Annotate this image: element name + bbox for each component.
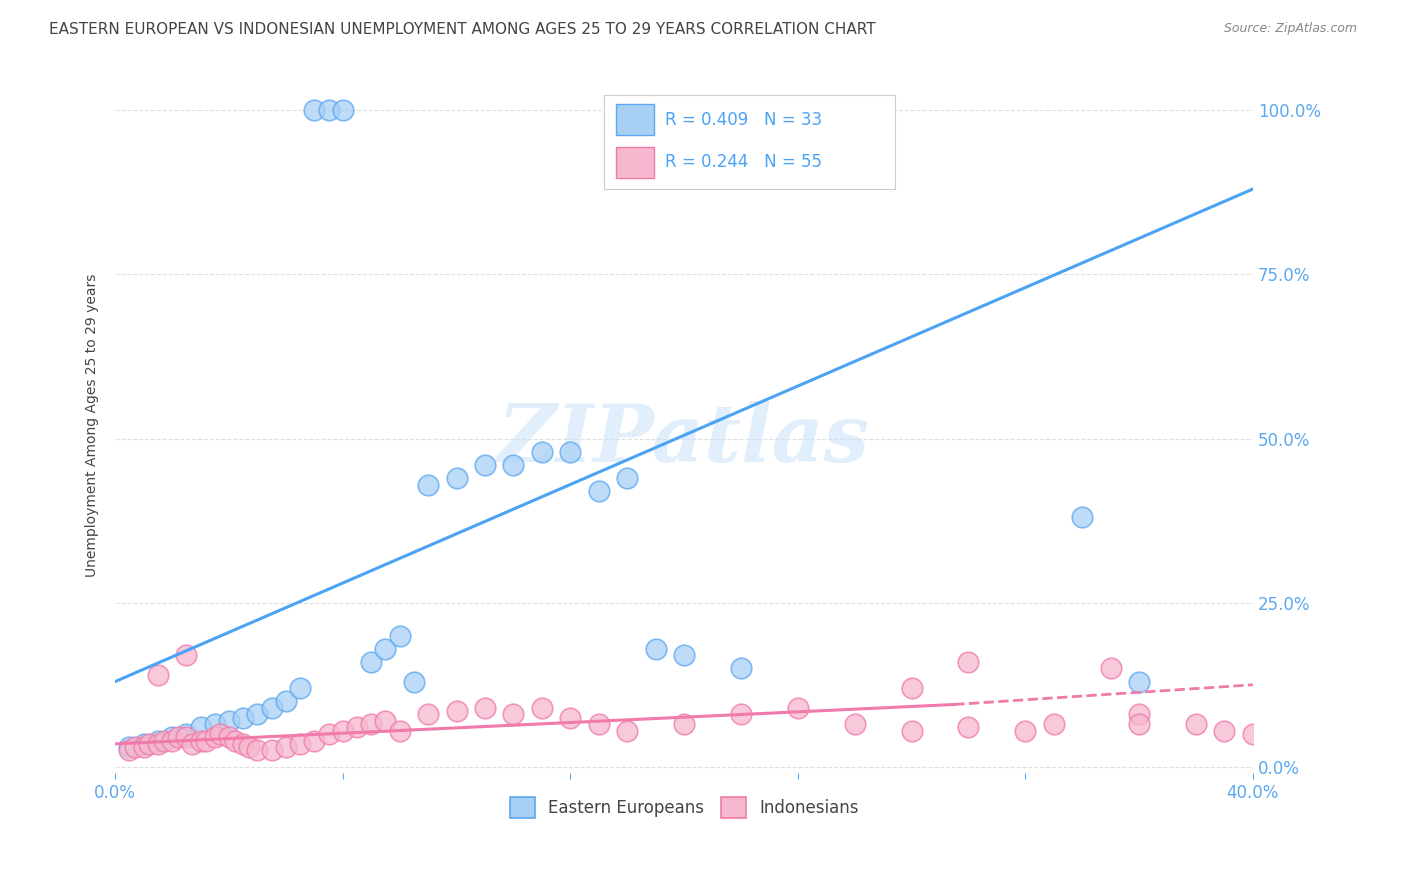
- Point: [146, 737, 169, 751]
- Point: [260, 700, 283, 714]
- Point: [900, 681, 922, 695]
- Point: [288, 737, 311, 751]
- Point: [560, 711, 582, 725]
- Point: [209, 727, 232, 741]
- Point: [238, 740, 260, 755]
- Point: [446, 704, 468, 718]
- Point: [1128, 717, 1150, 731]
- Y-axis label: Unemployment Among Ages 25 to 29 years: Unemployment Among Ages 25 to 29 years: [86, 274, 100, 577]
- Point: [232, 737, 254, 751]
- Point: [332, 103, 354, 118]
- Point: [204, 731, 226, 745]
- Point: [402, 674, 425, 689]
- Point: [416, 477, 439, 491]
- Point: [786, 700, 808, 714]
- Point: [1071, 510, 1094, 524]
- Point: [224, 733, 246, 747]
- Point: [1042, 717, 1064, 731]
- Point: [1014, 723, 1036, 738]
- Point: [502, 458, 524, 472]
- Point: [146, 668, 169, 682]
- Point: [318, 727, 340, 741]
- Point: [218, 731, 240, 745]
- Point: [530, 444, 553, 458]
- Point: [152, 733, 174, 747]
- Point: [360, 655, 382, 669]
- Point: [176, 727, 198, 741]
- Text: EASTERN EUROPEAN VS INDONESIAN UNEMPLOYMENT AMONG AGES 25 TO 29 YEARS CORRELATIO: EASTERN EUROPEAN VS INDONESIAN UNEMPLOYM…: [49, 22, 876, 37]
- Point: [588, 717, 610, 731]
- Point: [204, 717, 226, 731]
- Point: [388, 628, 411, 642]
- Text: Source: ZipAtlas.com: Source: ZipAtlas.com: [1223, 22, 1357, 36]
- Point: [332, 723, 354, 738]
- Point: [304, 733, 326, 747]
- Point: [1213, 723, 1236, 738]
- Point: [304, 103, 326, 118]
- Point: [195, 733, 218, 747]
- Point: [146, 733, 169, 747]
- Point: [530, 700, 553, 714]
- Point: [166, 731, 188, 745]
- Point: [1128, 707, 1150, 722]
- Point: [181, 737, 204, 751]
- Point: [900, 723, 922, 738]
- Point: [190, 721, 212, 735]
- Point: [288, 681, 311, 695]
- Point: [160, 731, 183, 745]
- Point: [118, 743, 141, 757]
- Point: [616, 723, 638, 738]
- Point: [360, 717, 382, 731]
- Point: [176, 731, 198, 745]
- Point: [616, 471, 638, 485]
- Point: [446, 471, 468, 485]
- Point: [176, 648, 198, 663]
- Point: [138, 737, 160, 751]
- Point: [588, 484, 610, 499]
- Point: [246, 707, 269, 722]
- Point: [416, 707, 439, 722]
- Point: [388, 723, 411, 738]
- Point: [374, 641, 396, 656]
- Point: [730, 707, 752, 722]
- Point: [118, 740, 141, 755]
- Point: [1241, 727, 1264, 741]
- Point: [274, 740, 297, 755]
- Point: [132, 737, 155, 751]
- Point: [844, 717, 866, 731]
- Point: [957, 655, 980, 669]
- Text: ZIPatlas: ZIPatlas: [498, 401, 870, 478]
- Point: [474, 458, 496, 472]
- Point: [644, 641, 666, 656]
- Point: [232, 711, 254, 725]
- Point: [730, 661, 752, 675]
- Point: [1128, 674, 1150, 689]
- Point: [560, 444, 582, 458]
- Point: [673, 717, 696, 731]
- Point: [474, 700, 496, 714]
- Point: [132, 740, 155, 755]
- Point: [1099, 661, 1122, 675]
- Point: [673, 648, 696, 663]
- Legend: Eastern Europeans, Indonesians: Eastern Europeans, Indonesians: [503, 790, 865, 824]
- Point: [160, 733, 183, 747]
- Point: [374, 714, 396, 728]
- Point: [318, 103, 340, 118]
- Point: [502, 707, 524, 722]
- Point: [246, 743, 269, 757]
- Point: [190, 733, 212, 747]
- Point: [218, 714, 240, 728]
- Point: [1185, 717, 1208, 731]
- Point: [346, 721, 368, 735]
- Point: [274, 694, 297, 708]
- Point: [124, 740, 146, 755]
- Point: [957, 721, 980, 735]
- Point: [260, 743, 283, 757]
